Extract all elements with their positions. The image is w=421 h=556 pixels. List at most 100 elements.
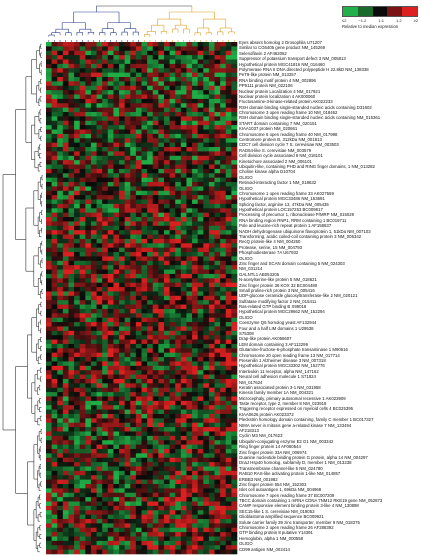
- heatmap-cell: [74, 63, 81, 69]
- heatmap-cell: [90, 55, 97, 60]
- heatmap-cell: [51, 422, 58, 428]
- heatmap-cell: [192, 103, 198, 108]
- heatmap-cell: [175, 330, 182, 336]
- heatmap-cell: [141, 413, 148, 419]
- heatmap-cell: [46, 413, 52, 419]
- heatmap-cell: [152, 90, 159, 95]
- heatmap-cell: [90, 453, 97, 459]
- heatmap-cell: [163, 308, 170, 314]
- heatmap-cell: [62, 448, 69, 454]
- heatmap-cell: [85, 46, 92, 52]
- heatmap-cell: [90, 540, 97, 546]
- heatmap-cell: [119, 291, 125, 297]
- heatmap-cell: [68, 195, 75, 200]
- heatmap-cell: [102, 103, 109, 108]
- heatmap-cell: [62, 523, 69, 529]
- heatmap-cell: [79, 518, 86, 524]
- heatmap-cell: [220, 112, 227, 117]
- gene-label: START domain containing 7 NM_020151: [239, 120, 317, 126]
- heatmap-cell: [51, 466, 58, 472]
- heatmap-cell: [208, 116, 215, 122]
- heatmap-cell: [214, 378, 221, 384]
- heatmap-cell: [163, 116, 170, 122]
- heatmap-cell: [130, 72, 137, 78]
- heatmap-cell: [208, 457, 215, 463]
- heatmap-cell: [231, 98, 238, 104]
- heatmap-cell: [197, 400, 204, 406]
- heatmap-cell: [220, 168, 227, 174]
- heatmap-cell: [130, 510, 137, 515]
- heatmap-cell: [119, 527, 125, 533]
- heatmap-cell: [85, 440, 92, 445]
- heatmap-cell: [62, 470, 69, 476]
- heatmap-cell: [124, 413, 131, 419]
- heatmap-cell: [96, 42, 103, 47]
- heatmap-cell: [158, 518, 165, 524]
- heatmap-cell: [203, 348, 210, 353]
- heatmap-cell: [102, 221, 109, 227]
- heatmap-cell: [152, 413, 159, 419]
- heatmap-cell: [231, 532, 238, 537]
- heatmap-cell: [163, 352, 170, 358]
- heatmap-cell: [203, 90, 210, 95]
- gene-label: Splicing factor, arginine 13, 47kDa NM_0…: [239, 201, 329, 207]
- heatmap-cell: [102, 427, 109, 432]
- heatmap-cell: [208, 155, 215, 161]
- heatmap-cell: [62, 357, 69, 362]
- heatmap-cell: [135, 103, 142, 108]
- heatmap-cell: [163, 155, 170, 161]
- heatmap-cell: [186, 208, 193, 213]
- heatmap-cell: [203, 492, 210, 498]
- heatmap-cell: [175, 470, 182, 476]
- heatmap-cell: [135, 151, 142, 157]
- heatmap-cell: [79, 265, 86, 270]
- heatmap-cell: [119, 155, 125, 161]
- heatmap-cell: [96, 405, 103, 410]
- heatmap-cell: [163, 448, 170, 454]
- heatmap-cell: [175, 68, 182, 73]
- heatmap-cell: [197, 483, 204, 489]
- heatmap-cell: [231, 527, 238, 533]
- heatmap-cell: [231, 252, 238, 257]
- heatmap-cell: [152, 440, 159, 445]
- heatmap-cell: [107, 352, 114, 358]
- heatmap-cell: [208, 282, 215, 288]
- heatmap-cell: [102, 142, 109, 148]
- heatmap-cell: [96, 182, 103, 187]
- heatmap-cell: [152, 409, 159, 415]
- heatmap-cell: [220, 182, 227, 187]
- heatmap-cell: [102, 173, 109, 178]
- heatmap-cell: [51, 160, 58, 165]
- heatmap-cell: [79, 186, 86, 192]
- heatmap-cell: [62, 343, 69, 349]
- heatmap-cell: [124, 457, 131, 463]
- heatmap-cell: [186, 63, 193, 69]
- heatmap-cell: [197, 273, 204, 279]
- heatmap-cell: [175, 435, 182, 441]
- heatmap-cell: [175, 448, 182, 454]
- heatmap-cell: [225, 523, 232, 529]
- heatmap-cell: [152, 295, 159, 301]
- heatmap-cell: [141, 457, 148, 463]
- heatmap-cell: [79, 532, 86, 537]
- heatmap-cell: [152, 260, 159, 266]
- heatmap-cell: [46, 479, 52, 485]
- heatmap-cell: [85, 260, 92, 266]
- heatmap-cell: [175, 466, 182, 472]
- heatmap-cell: [203, 326, 210, 332]
- heatmap-cell: [96, 168, 103, 174]
- gene-label: Zinc finger protein 554 NM_152303: [239, 481, 307, 487]
- heatmap-cell: [102, 387, 109, 393]
- heatmap-cell: [220, 90, 227, 95]
- heatmap-cell: [180, 540, 187, 546]
- heatmap-cell: [90, 125, 97, 130]
- heatmap-cell: [203, 549, 210, 555]
- heatmap-cell: [135, 387, 142, 393]
- heatmap-cell: [62, 273, 69, 279]
- heatmap-cell: [90, 470, 97, 476]
- heatmap-cell: [46, 435, 52, 441]
- heatmap-cell: [74, 50, 81, 56]
- heatmap-cell: [169, 94, 176, 100]
- heatmap-cell: [102, 177, 109, 183]
- heatmap-cell: [147, 98, 154, 104]
